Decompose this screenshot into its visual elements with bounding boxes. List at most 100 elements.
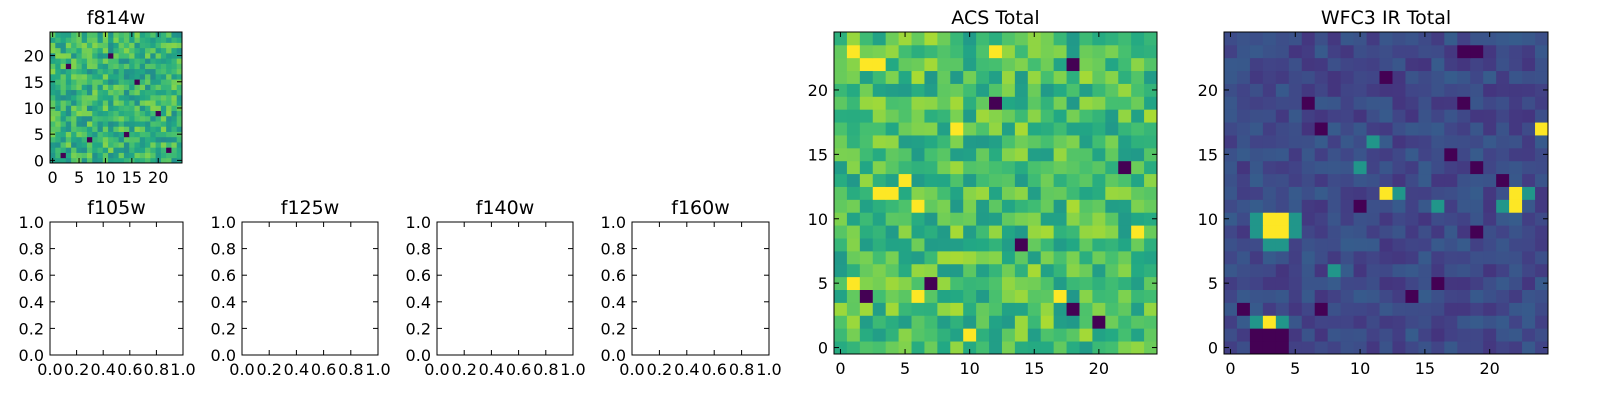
heatmap-cell-wfc3-ir-total xyxy=(1457,173,1471,187)
heatmap-cell-acs-total xyxy=(1040,289,1055,303)
heatmap-cell-acs-total xyxy=(963,225,977,239)
heatmap-cell-acs-total xyxy=(1118,160,1132,175)
heatmap-cell-acs-total xyxy=(911,32,925,46)
heatmap-cell-acs-total xyxy=(1079,109,1093,123)
heatmap-cell-wfc3-ir-total xyxy=(1262,109,1277,123)
y-tick-label-f125w: 0.4 xyxy=(211,293,236,312)
heatmap-cell-f814w xyxy=(86,105,93,111)
heatmap-cell-f814w xyxy=(139,142,146,148)
heatmap-cell-acs-total xyxy=(846,44,861,59)
heatmap-cell-acs-total xyxy=(924,186,938,200)
heatmap-cell-f814w xyxy=(145,94,151,101)
heatmap-cell-wfc3-ir-total xyxy=(1327,328,1342,342)
heatmap-cell-acs-total xyxy=(976,135,990,149)
heatmap-cell-wfc3-ir-total xyxy=(1314,135,1329,149)
heatmap-cell-f814w xyxy=(76,147,83,153)
heatmap-cell-f814w xyxy=(102,110,109,117)
heatmap-cell-acs-total xyxy=(898,135,912,149)
heatmap-cell-wfc3-ir-total xyxy=(1431,199,1445,213)
heatmap-cell-wfc3-ir-total xyxy=(1522,263,1536,278)
heatmap-cell-f814w xyxy=(50,58,56,64)
heatmap-cell-acs-total xyxy=(937,199,951,213)
heatmap-cell-acs-total xyxy=(937,289,951,303)
heatmap-cell-wfc3-ir-total xyxy=(1353,328,1367,342)
heatmap-cell-acs-total xyxy=(937,173,951,187)
heatmap-cell-f814w xyxy=(118,157,125,164)
heatmap-cell-wfc3-ir-total xyxy=(1314,70,1329,84)
heatmap-cell-wfc3-ir-total xyxy=(1470,135,1484,149)
x-tick-label-f814w: 5 xyxy=(74,168,84,187)
heatmap-cell-f814w xyxy=(71,131,77,138)
heatmap-cell-wfc3-ir-total xyxy=(1444,238,1458,252)
heatmap-cell-f814w xyxy=(145,68,151,75)
heatmap-cell-f814w xyxy=(102,42,109,49)
heatmap-cell-f814w xyxy=(113,157,120,164)
heatmap-cell-acs-total xyxy=(885,238,899,252)
heatmap-cell-acs-total xyxy=(898,122,912,136)
heatmap-cell-acs-total xyxy=(885,122,899,136)
heatmap-cell-wfc3-ir-total xyxy=(1353,186,1367,200)
heatmap-cell-wfc3-ir-total xyxy=(1470,122,1484,136)
heatmap-cell-wfc3-ir-total xyxy=(1340,173,1354,187)
heatmap-cell-acs-total xyxy=(898,341,912,355)
heatmap-cell-wfc3-ir-total xyxy=(1405,315,1419,329)
heatmap-cell-wfc3-ir-total xyxy=(1340,44,1354,59)
heatmap-cell-wfc3-ir-total xyxy=(1392,225,1406,239)
heatmap-cell-wfc3-ir-total xyxy=(1366,186,1380,200)
heatmap-cell-f814w xyxy=(150,37,156,43)
heatmap-cell-acs-total xyxy=(834,225,848,239)
heatmap-cell-wfc3-ir-total xyxy=(1340,225,1354,239)
heatmap-cell-acs-total xyxy=(1040,328,1055,342)
heatmap-cell-f814w xyxy=(176,121,183,127)
heatmap-cell-acs-total xyxy=(937,57,951,72)
heatmap-cell-acs-total xyxy=(976,276,990,290)
heatmap-cell-acs-total xyxy=(1040,173,1055,187)
heatmap-cell-f814w xyxy=(108,42,114,49)
heatmap-cell-acs-total xyxy=(1144,212,1158,226)
heatmap-cell-f814w xyxy=(97,58,104,64)
heatmap-cell-wfc3-ir-total xyxy=(1470,225,1484,239)
heatmap-cell-f814w xyxy=(86,42,93,49)
heatmap-cell-wfc3-ir-total xyxy=(1392,96,1406,110)
heatmap-cell-f814w xyxy=(139,110,146,117)
heatmap-cell-acs-total xyxy=(1066,186,1080,200)
heatmap-cell-f814w xyxy=(71,68,77,75)
y-tick-label-f125w: 0.0 xyxy=(211,346,236,365)
x-tick-label-f140w: 0.6 xyxy=(506,360,531,379)
heatmap-cell-acs-total xyxy=(1027,173,1042,187)
heatmap-cell-wfc3-ir-total xyxy=(1444,199,1458,213)
heatmap-cell-f814w xyxy=(81,42,88,49)
heatmap-cell-f814w xyxy=(134,136,141,143)
heatmap-cell-f814w xyxy=(134,126,141,132)
heatmap-cell-acs-total xyxy=(1066,32,1080,46)
heatmap-cell-f814w xyxy=(166,121,172,127)
heatmap-cell-wfc3-ir-total xyxy=(1340,315,1354,329)
heatmap-cell-wfc3-ir-total xyxy=(1431,70,1445,84)
heatmap-cell-acs-total xyxy=(1118,32,1132,46)
heatmap-cell-f814w xyxy=(71,115,77,122)
heatmap-cell-f814w xyxy=(171,105,178,111)
heatmap-cell-f814w xyxy=(76,37,83,43)
heatmap-cell-f814w xyxy=(108,110,114,117)
heatmap-cell-f814w xyxy=(129,89,135,96)
heatmap-cell-f814w xyxy=(92,147,98,153)
heatmap-cell-f814w xyxy=(76,58,83,64)
heatmap-cell-f814w xyxy=(123,73,130,80)
heatmap-cell-wfc3-ir-total xyxy=(1366,212,1380,226)
heatmap-cell-wfc3-ir-total xyxy=(1522,147,1536,162)
heatmap-cell-wfc3-ir-total xyxy=(1535,276,1549,290)
heatmap-cell-wfc3-ir-total xyxy=(1418,32,1432,46)
heatmap-cell-acs-total xyxy=(1118,263,1132,278)
heatmap-cell-wfc3-ir-total xyxy=(1457,302,1471,316)
heatmap-cell-wfc3-ir-total xyxy=(1431,328,1445,342)
heatmap-cell-acs-total xyxy=(1144,328,1158,342)
heatmap-cell-acs-total xyxy=(937,212,951,226)
heatmap-cell-acs-total xyxy=(1079,315,1093,329)
heatmap-cell-acs-total xyxy=(1001,44,1016,59)
heatmap-cell-wfc3-ir-total xyxy=(1431,44,1445,59)
y-tick-label-f140w: 0.0 xyxy=(406,346,431,365)
heatmap-cell-acs-total xyxy=(1040,160,1055,175)
heatmap-cell-acs-total xyxy=(1066,276,1080,290)
heatmap-cell-f814w xyxy=(97,152,104,159)
